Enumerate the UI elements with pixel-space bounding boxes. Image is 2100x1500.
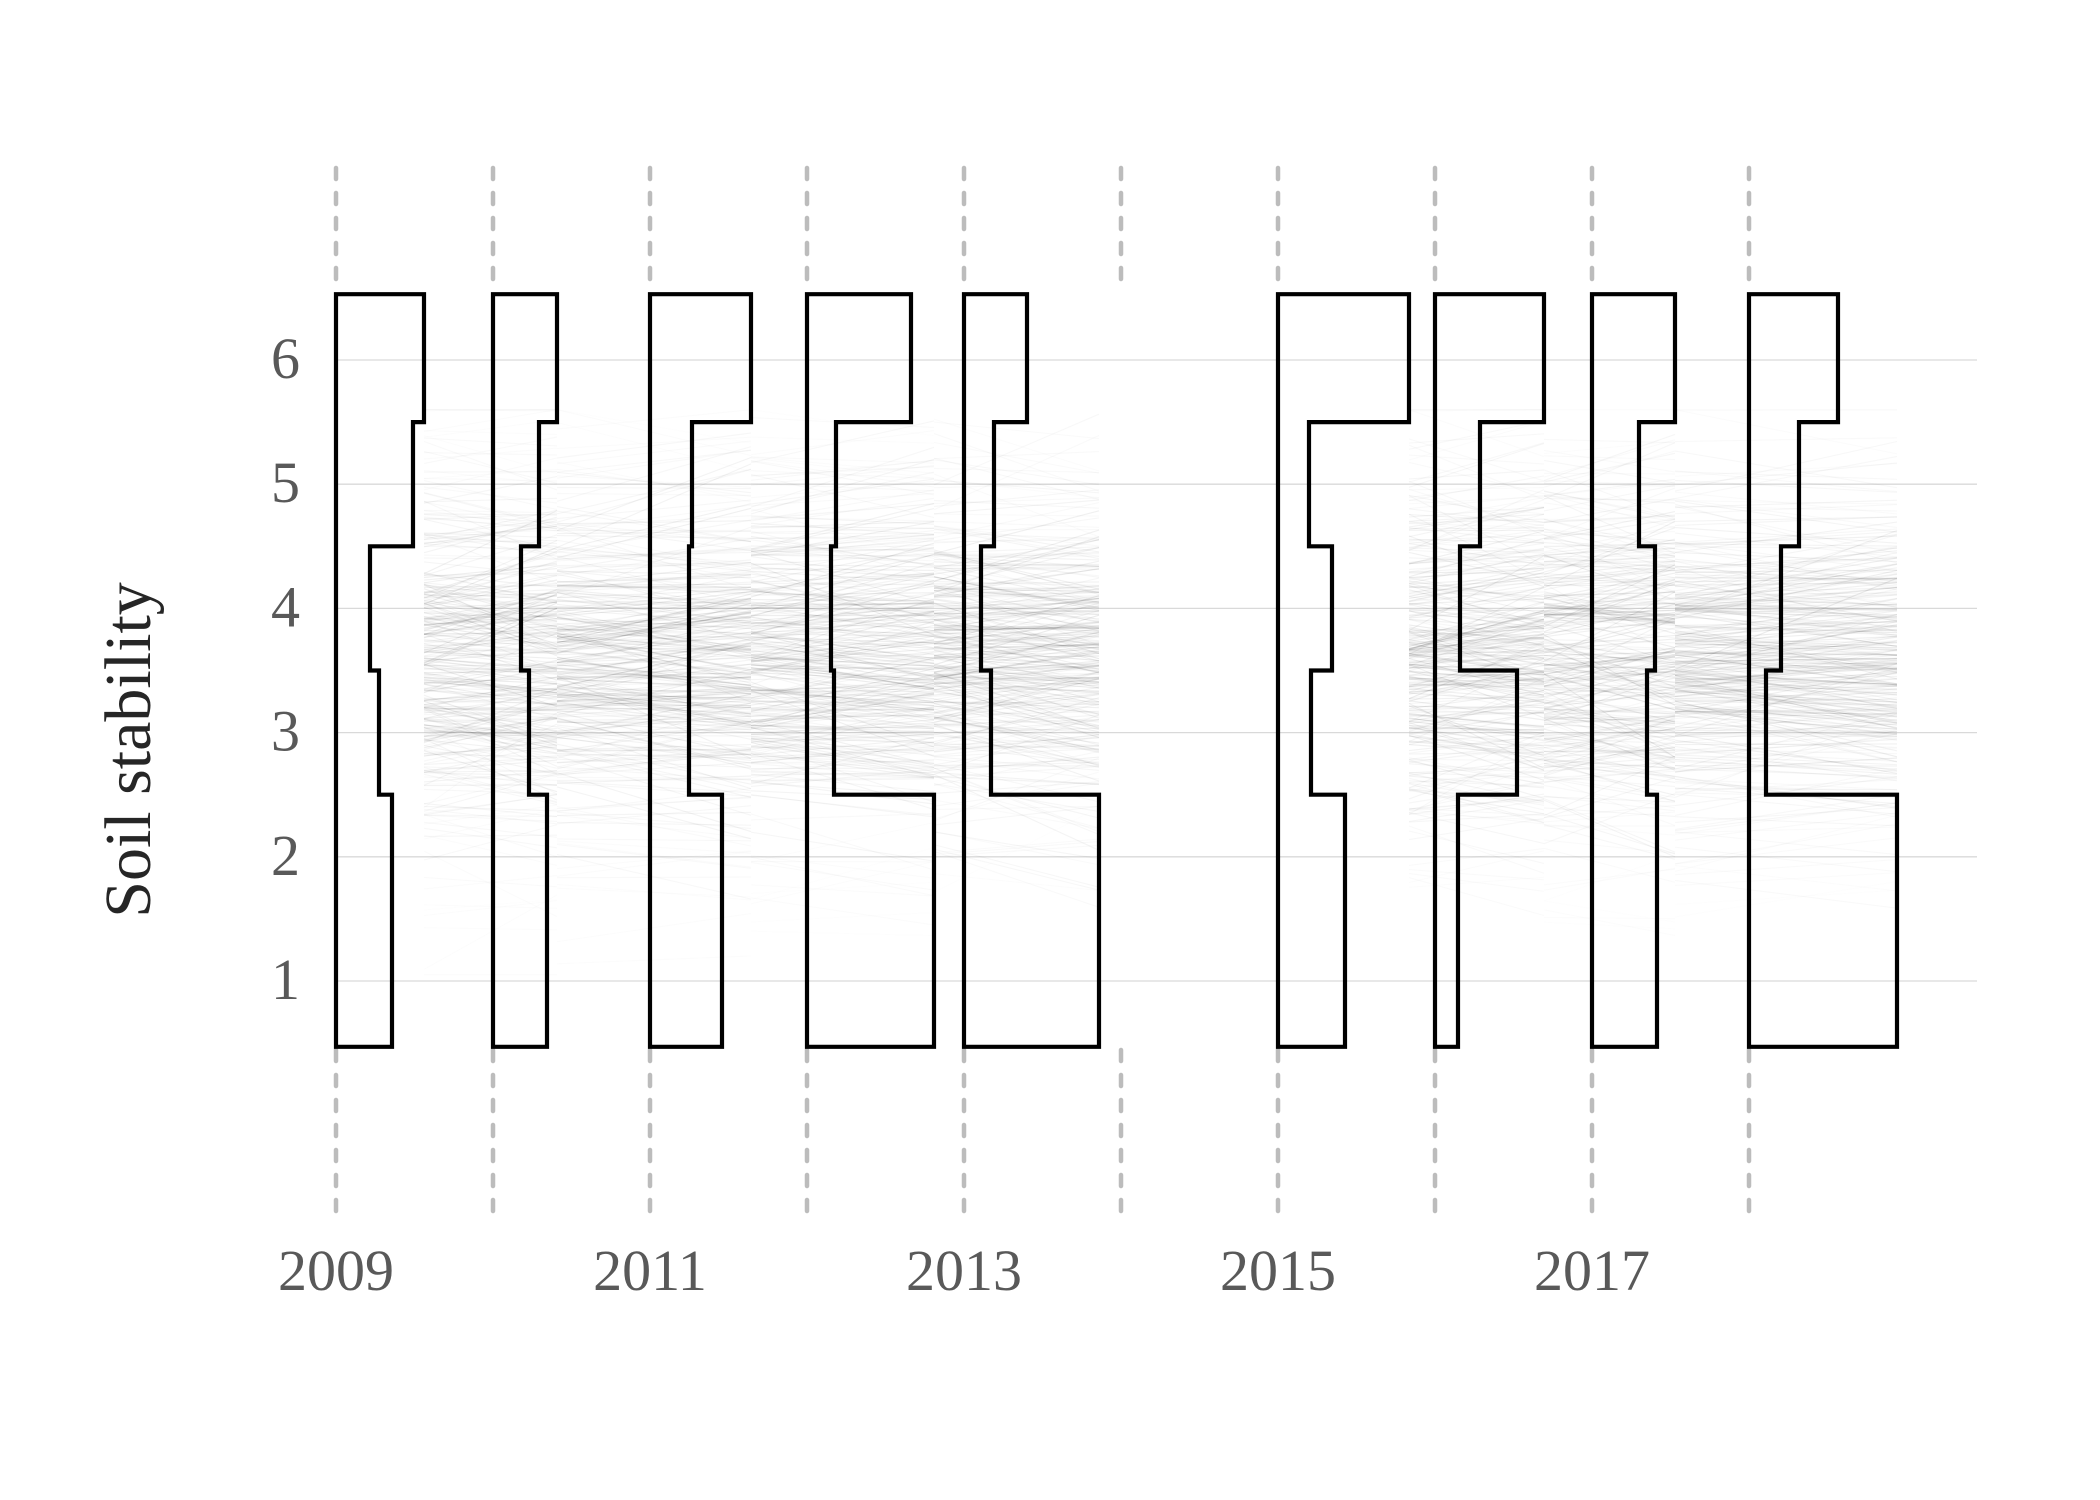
- svg-text:3: 3: [271, 699, 300, 764]
- svg-text:Soil stability: Soil stability: [92, 582, 165, 918]
- svg-text:2011: 2011: [593, 1238, 707, 1303]
- svg-text:2: 2: [271, 823, 300, 888]
- svg-text:4: 4: [271, 574, 300, 639]
- svg-text:6: 6: [271, 326, 300, 391]
- svg-text:2009: 2009: [278, 1238, 394, 1303]
- svg-text:1: 1: [271, 947, 300, 1012]
- svg-text:2017: 2017: [1534, 1238, 1650, 1303]
- svg-text:2013: 2013: [906, 1238, 1022, 1303]
- svg-text:5: 5: [271, 450, 300, 515]
- svg-text:2015: 2015: [1220, 1238, 1336, 1303]
